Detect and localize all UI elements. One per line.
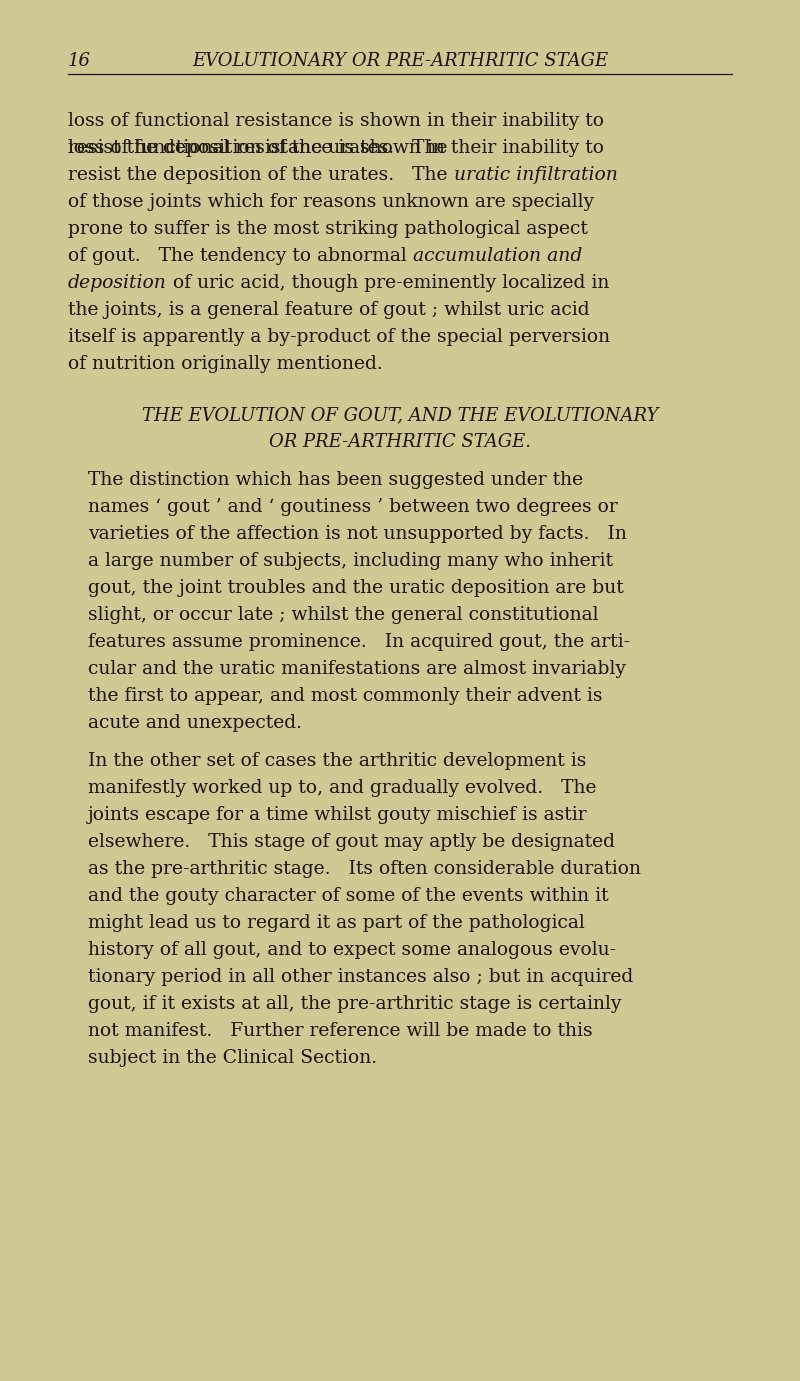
Text: joints escape for a time whilst gouty mischief is astir: joints escape for a time whilst gouty mi…: [88, 807, 588, 824]
Text: loss of functional resistance is shown in their inability to: loss of functional resistance is shown i…: [68, 139, 604, 157]
Text: THE EVOLUTION OF GOUT, AND THE EVOLUTIONARY: THE EVOLUTION OF GOUT, AND THE EVOLUTION…: [142, 406, 658, 424]
Text: acute and unexpected.: acute and unexpected.: [88, 714, 302, 732]
Text: as the pre-arthritic stage.   Its often considerable duration: as the pre-arthritic stage. Its often co…: [88, 860, 641, 878]
Text: OR PRE-ARTHRITIC STAGE.: OR PRE-ARTHRITIC STAGE.: [269, 434, 531, 452]
Text: loss of functional resistance is shown in their inability to: loss of functional resistance is shown i…: [68, 112, 604, 130]
Text: of gout.   The tendency to abnormal: of gout. The tendency to abnormal: [68, 247, 413, 265]
Text: the first to appear, and most commonly their advent is: the first to appear, and most commonly t…: [88, 688, 602, 706]
Text: prone to suffer is the most striking pathological aspect: prone to suffer is the most striking pat…: [68, 220, 588, 238]
Text: resist the deposition of the urates.   The: resist the deposition of the urates. The: [68, 139, 454, 157]
Text: slight, or occur late ; whilst the general constitutional: slight, or occur late ; whilst the gener…: [88, 606, 598, 624]
Text: subject in the Clinical Section.: subject in the Clinical Section.: [88, 1050, 377, 1068]
Text: gout, the joint troubles and the uratic deposition are but: gout, the joint troubles and the uratic …: [88, 579, 624, 597]
Text: history of all gout, and to expect some analogous evolu-: history of all gout, and to expect some …: [88, 940, 616, 958]
Text: of uric acid, though pre-eminently localized in: of uric acid, though pre-eminently local…: [167, 273, 610, 291]
Text: accumulation and: accumulation and: [413, 247, 582, 265]
Text: a large number of subjects, including many who inherit: a large number of subjects, including ma…: [88, 552, 613, 570]
Text: names ‘ gout ’ and ‘ goutiness ’ between two degrees or: names ‘ gout ’ and ‘ goutiness ’ between…: [88, 499, 618, 516]
Text: resist the deposition of the urates.   The: resist the deposition of the urates. The: [68, 166, 454, 184]
Text: The distinction which has been suggested under the: The distinction which has been suggested…: [88, 471, 583, 489]
Text: might lead us to regard it as part of the pathological: might lead us to regard it as part of th…: [88, 914, 585, 932]
Text: itself is apparently a by-product of the special perversion: itself is apparently a by-product of the…: [68, 329, 610, 347]
Text: and the gouty character of some of the events within it: and the gouty character of some of the e…: [88, 887, 609, 905]
Text: 16: 16: [68, 52, 91, 70]
Text: of nutrition originally mentioned.: of nutrition originally mentioned.: [68, 355, 382, 373]
Text: deposition: deposition: [68, 273, 167, 291]
Text: elsewhere.   This stage of gout may aptly be designated: elsewhere. This stage of gout may aptly …: [88, 833, 615, 851]
Text: the joints, is a general feature of gout ; whilst uric acid: the joints, is a general feature of gout…: [68, 301, 590, 319]
Text: In the other set of cases the arthritic development is: In the other set of cases the arthritic …: [88, 751, 586, 769]
Text: EVOLUTIONARY OR PRE-ARTHRITIC STAGE: EVOLUTIONARY OR PRE-ARTHRITIC STAGE: [192, 52, 608, 70]
Text: uratic infiltration: uratic infiltration: [454, 166, 618, 184]
Text: of those joints which for reasons unknown are specially: of those joints which for reasons unknow…: [68, 193, 594, 211]
Text: not manifest.   Further reference will be made to this: not manifest. Further reference will be …: [88, 1022, 593, 1040]
Text: varieties of the affection is not unsupported by facts.   In: varieties of the affection is not unsupp…: [88, 525, 627, 543]
Text: cular and the uratic manifestations are almost invariably: cular and the uratic manifestations are …: [88, 660, 626, 678]
Text: features assume prominence.   In acquired gout, the arti-: features assume prominence. In acquired …: [88, 632, 630, 650]
Text: tionary period in all other instances also ; but in acquired: tionary period in all other instances al…: [88, 968, 634, 986]
Text: manifestly worked up to, and gradually evolved.   The: manifestly worked up to, and gradually e…: [88, 779, 597, 797]
Text: gout, if it exists at all, the pre-arthritic stage is certainly: gout, if it exists at all, the pre-arthr…: [88, 994, 622, 1012]
